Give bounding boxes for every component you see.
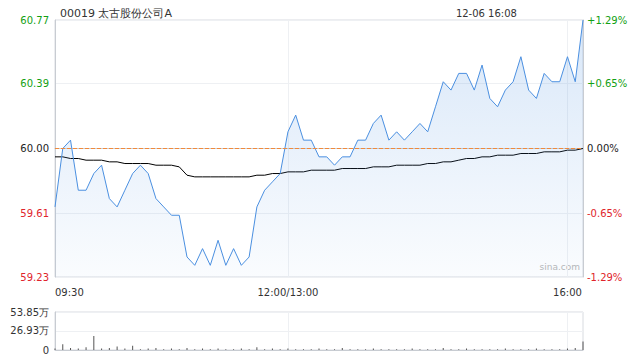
svg-text:-0.65%: -0.65% <box>587 208 622 219</box>
svg-text:26.93万: 26.93万 <box>10 325 49 336</box>
svg-text:12-06 16:08: 12-06 16:08 <box>456 8 517 19</box>
svg-text:0.00%: 0.00% <box>587 143 619 154</box>
svg-text:+1.29%: +1.29% <box>587 15 627 26</box>
svg-text:60.00: 60.00 <box>20 143 49 154</box>
svg-text:00019 太古股份公司A: 00019 太古股份公司A <box>60 7 172 20</box>
svg-text:60.77: 60.77 <box>20 15 49 26</box>
svg-text:0: 0 <box>43 345 49 356</box>
svg-text:12:00/13:00: 12:00/13:00 <box>257 287 318 298</box>
svg-text:59.61: 59.61 <box>20 208 49 219</box>
svg-text:53.85万: 53.85万 <box>10 307 49 318</box>
svg-text:59.23: 59.23 <box>20 272 49 283</box>
svg-text:09:30: 09:30 <box>55 287 84 298</box>
svg-text:16:00: 16:00 <box>553 287 582 298</box>
svg-text:-1.29%: -1.29% <box>587 272 622 283</box>
svg-text:+0.65%: +0.65% <box>587 78 627 89</box>
svg-text:60.39: 60.39 <box>20 78 49 89</box>
